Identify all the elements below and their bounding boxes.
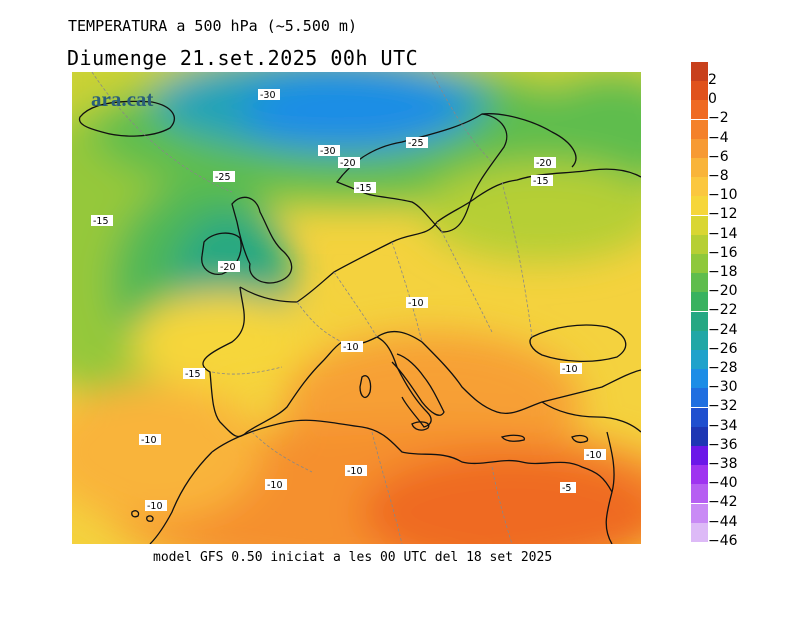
contour-label-bg [338, 157, 360, 168]
legend-swatch [691, 465, 708, 485]
contour-label: -10 [562, 364, 578, 375]
legend-swatch [691, 522, 708, 542]
contour-label-bg [218, 261, 240, 272]
aracat-logo: ara.cat [91, 87, 153, 111]
contour-label: -20 [536, 158, 552, 169]
contour-label-bg [318, 145, 340, 156]
legend-swatch [691, 484, 708, 504]
model-run-footer: model GFS 0.50 iniciat a les 00 UTC del … [153, 550, 553, 565]
legend-label: −34 [708, 417, 738, 434]
contour-label-bg [354, 182, 376, 193]
legend-swatch [691, 254, 708, 273]
contour-label-bg [534, 157, 556, 168]
contour-label: -15 [185, 369, 201, 380]
legend-label: −30 [708, 379, 738, 396]
legend-label: −46 [708, 532, 738, 549]
contour-label: -20 [340, 158, 356, 169]
contour-label-bg [183, 368, 205, 379]
contour-label: -25 [215, 172, 231, 183]
legend-label: −22 [708, 302, 738, 319]
contour-label: -15 [356, 183, 372, 194]
legend-label: −42 [708, 494, 738, 511]
contour-label-bg [265, 479, 287, 490]
temperature-map: -30 -30 -20 -25 -25 -15 -20 -15 -15 -20 -10 -10 -15 -… [72, 72, 641, 544]
legend-swatch [691, 350, 708, 369]
contour-label: -5 [562, 483, 571, 494]
legend-swatch [691, 369, 708, 389]
legend-label: −44 [708, 513, 738, 530]
legend-swatch [691, 119, 708, 139]
contour-label-bg [406, 137, 428, 148]
legend-swatch [691, 407, 708, 427]
legend-swatch [691, 292, 708, 312]
contour-label-bg [258, 89, 280, 100]
legend-swatch [691, 138, 708, 158]
legend-label: −36 [708, 436, 738, 453]
contour-label: -10 [343, 342, 359, 353]
contour-label: -10 [347, 466, 363, 477]
legend-swatch [691, 446, 708, 465]
legend-label: −14 [708, 225, 738, 242]
legend-swatch [691, 62, 708, 81]
contour-label-bg [139, 434, 161, 445]
borders [91, 72, 533, 544]
contour-label-bg [560, 482, 576, 493]
contour-label-bg [531, 175, 553, 186]
legend-label: −12 [708, 206, 738, 223]
legend-swatch [691, 273, 708, 293]
contour-label: -30 [260, 90, 276, 101]
legend-swatch [691, 100, 708, 120]
contour-labels: -30 -30 -20 -25 -25 -15 -20 -15 -15 -20 -10 -10 -15 -… [91, 89, 606, 512]
legend-label: −2 [708, 110, 729, 127]
contour-label-bg [345, 465, 367, 476]
legend-swatch [691, 330, 708, 350]
map-date-subtitle: Diumenge 21.set.2025 00h UTC [67, 46, 419, 70]
legend-swatch [691, 388, 708, 408]
legend-label: −16 [708, 244, 738, 261]
legend-label: −4 [708, 129, 729, 146]
legend-label: −20 [708, 283, 738, 300]
legend-label: −40 [708, 475, 738, 492]
legend-label: −32 [708, 398, 738, 415]
contour-label: -10 [141, 435, 157, 446]
legend-label: −28 [708, 360, 738, 376]
contour-label: -10 [147, 501, 163, 512]
contour-label: -25 [408, 138, 424, 149]
legend-swatch [691, 426, 708, 446]
legend-label: −8 [708, 168, 729, 184]
legend-swatch [691, 81, 708, 101]
contour-label-bg [584, 449, 606, 460]
contour-label: -10 [586, 450, 602, 461]
legend-label: −26 [708, 340, 738, 357]
map-title: TEMPERATURA a 500 hPa (~5.500 m) [68, 17, 357, 35]
legend-swatch [691, 158, 708, 177]
legend-label: −38 [708, 456, 738, 472]
legend-swatch [691, 215, 708, 235]
contour-label: -30 [320, 146, 336, 157]
legend-label: −24 [708, 321, 738, 338]
legend-swatch [691, 311, 708, 331]
legend-label: −10 [708, 187, 738, 204]
legend-swatch [691, 503, 708, 523]
contour-label: -20 [220, 262, 236, 273]
legend-label: 2 [708, 72, 717, 88]
contour-label-bg [560, 363, 582, 374]
legend-label: −18 [708, 264, 738, 280]
legend-swatch [691, 177, 708, 197]
legend-label: −6 [708, 148, 729, 165]
contour-label: -15 [93, 216, 109, 227]
legend-swatch [691, 196, 708, 216]
contour-label: -10 [267, 480, 283, 491]
legend-swatch [691, 234, 708, 254]
contour-label-bg [406, 297, 428, 308]
coastlines [78, 100, 641, 544]
contour-label: -10 [408, 298, 424, 309]
contour-label-bg [145, 500, 167, 511]
contour-label: -15 [533, 176, 549, 187]
legend-label: 0 [708, 91, 717, 108]
contour-label-bg [91, 215, 113, 226]
contour-label-bg [341, 341, 363, 352]
contour-label-bg [213, 171, 235, 182]
